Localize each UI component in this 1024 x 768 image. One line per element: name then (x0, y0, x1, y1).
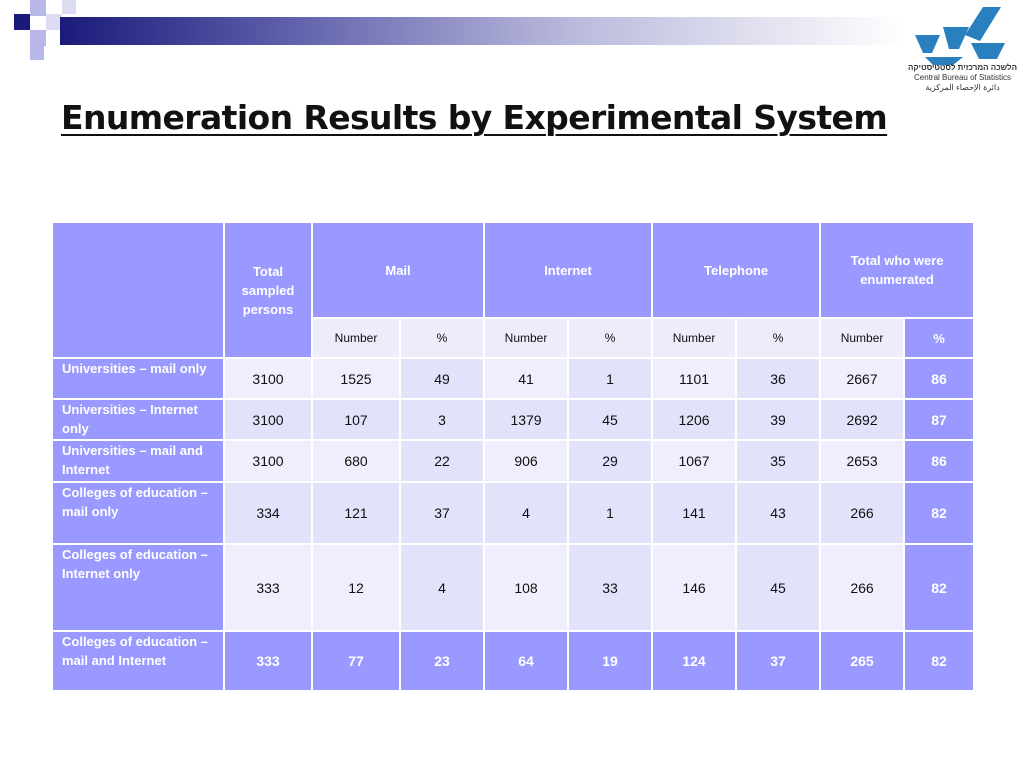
header-empty-cell (51, 221, 225, 359)
table-cell: 1206 (651, 398, 738, 441)
subheader-cell: % (398, 317, 486, 359)
table-cell: 39 (735, 398, 822, 441)
table-cell: 265 (819, 630, 906, 692)
table-cell: 64 (483, 630, 570, 692)
row-label: Colleges of education – mail and Interne… (51, 630, 225, 692)
header-telephone: Telephone (651, 221, 822, 319)
table-cell: 82 (903, 481, 976, 545)
table-cell: 141 (651, 481, 738, 545)
corner-square-navy (14, 14, 30, 30)
table-cell: 82 (903, 630, 976, 692)
subheader-cell: % (735, 317, 822, 359)
header-total-sampled: Total sampled persons (223, 221, 313, 359)
table-cell: 4 (398, 543, 486, 632)
table-row: Colleges of education – mail and Interne… (51, 630, 976, 692)
corner-square-lavender (30, 30, 46, 46)
table-cell: 37 (735, 630, 822, 692)
table-cell: 4 (483, 481, 570, 545)
table-row: Universities – mail only 3100 1525 49 41… (51, 357, 976, 400)
table-cell: 22 (398, 439, 486, 483)
table-cell: 37 (398, 481, 486, 545)
table-cell: 121 (311, 481, 401, 545)
logo-english-text: Central Bureau of Statistics (914, 73, 1011, 82)
table-row: Colleges of education – mail only 334 12… (51, 481, 976, 545)
table-cell: 87 (903, 398, 976, 441)
table-cell: 19 (567, 630, 654, 692)
table-cell: 45 (567, 398, 654, 441)
subheader-row: Number % Number % Number % Number % (52, 317, 976, 359)
subheader-cell: % (567, 317, 654, 359)
row-label: Colleges of education – mail only (51, 481, 225, 545)
table-cell: 3100 (223, 357, 313, 400)
slide-title: Enumeration Results by Experimental Syst… (61, 98, 888, 137)
table-cell: 1 (567, 357, 654, 400)
header-total-enumerated: Total who were enumerated (819, 221, 976, 319)
table-cell: 906 (483, 439, 570, 483)
table-row: Universities – mail and Internet 3100 68… (51, 439, 976, 483)
row-label: Universities – Internet only (51, 398, 225, 441)
table-cell: 333 (223, 630, 313, 692)
header-mail: Mail (310, 221, 486, 319)
table-cell: 334 (223, 481, 313, 545)
subheader-cell: % (903, 317, 976, 359)
enumeration-results-table: Total sampled persons Mail Internet Tele… (51, 221, 976, 692)
table-cell: 77 (311, 630, 401, 692)
table-cell: 3100 (223, 439, 313, 483)
logo-hebrew-text: הלשכה המרכזית לסטטיסטיקה (908, 63, 1017, 72)
logo-arabic-text: دائرة الإحصاء المركزية (925, 83, 1000, 92)
table-cell: 86 (903, 439, 976, 483)
table-cell: 1525 (311, 357, 401, 400)
table-cell: 107 (311, 398, 401, 441)
table-cell: 2653 (819, 439, 906, 483)
table-cell: 266 (819, 481, 906, 545)
subheader-cell: Number (311, 317, 401, 359)
row-label: Colleges of education – Internet only (51, 543, 225, 632)
table-cell: 1067 (651, 439, 738, 483)
table-cell: 1379 (483, 398, 570, 441)
table-cell: 49 (398, 357, 486, 400)
table-cell: 333 (223, 543, 313, 632)
corner-square-lavender (30, 46, 44, 60)
table-cell: 86 (903, 357, 976, 400)
header-row: Total sampled persons Mail Internet Tele… (51, 221, 976, 359)
table-cell: 33 (567, 543, 654, 632)
table-cell: 2692 (819, 398, 906, 441)
corner-square-lavender (30, 0, 46, 16)
table-cell: 1 (567, 481, 654, 545)
table-cell: 2667 (819, 357, 906, 400)
table-cell: 266 (819, 543, 906, 632)
table-cell: 35 (735, 439, 822, 483)
corner-square-pale (62, 0, 76, 14)
subheader-cell: Number (483, 317, 570, 359)
table-cell: 29 (567, 439, 654, 483)
row-label: Universities – mail and Internet (51, 439, 225, 483)
table-cell: 36 (735, 357, 822, 400)
table-cell: 1101 (651, 357, 738, 400)
table-row: Colleges of education – Internet only 33… (51, 543, 976, 632)
header-gradient-bar (60, 17, 904, 45)
table-cell: 23 (398, 630, 486, 692)
subheader-cell: Number (651, 317, 738, 359)
table-cell: 41 (483, 357, 570, 400)
corner-square-pale (46, 14, 62, 30)
table-cell: 12 (311, 543, 401, 632)
table-row: Universities – Internet only 3100 107 3 … (51, 398, 976, 441)
table-cell: 45 (735, 543, 822, 632)
table-cell: 680 (311, 439, 401, 483)
row-label: Universities – mail only (51, 357, 225, 400)
subheader-cell: Number (819, 317, 906, 359)
table-cell: 3100 (223, 398, 313, 441)
table-cell: 146 (651, 543, 738, 632)
cbs-logo-icon (915, 7, 1005, 65)
table-cell: 124 (651, 630, 738, 692)
header-internet: Internet (483, 221, 654, 319)
table-cell: 43 (735, 481, 822, 545)
table-cell: 3 (398, 398, 486, 441)
table-cell: 82 (903, 543, 976, 632)
table-cell: 108 (483, 543, 570, 632)
